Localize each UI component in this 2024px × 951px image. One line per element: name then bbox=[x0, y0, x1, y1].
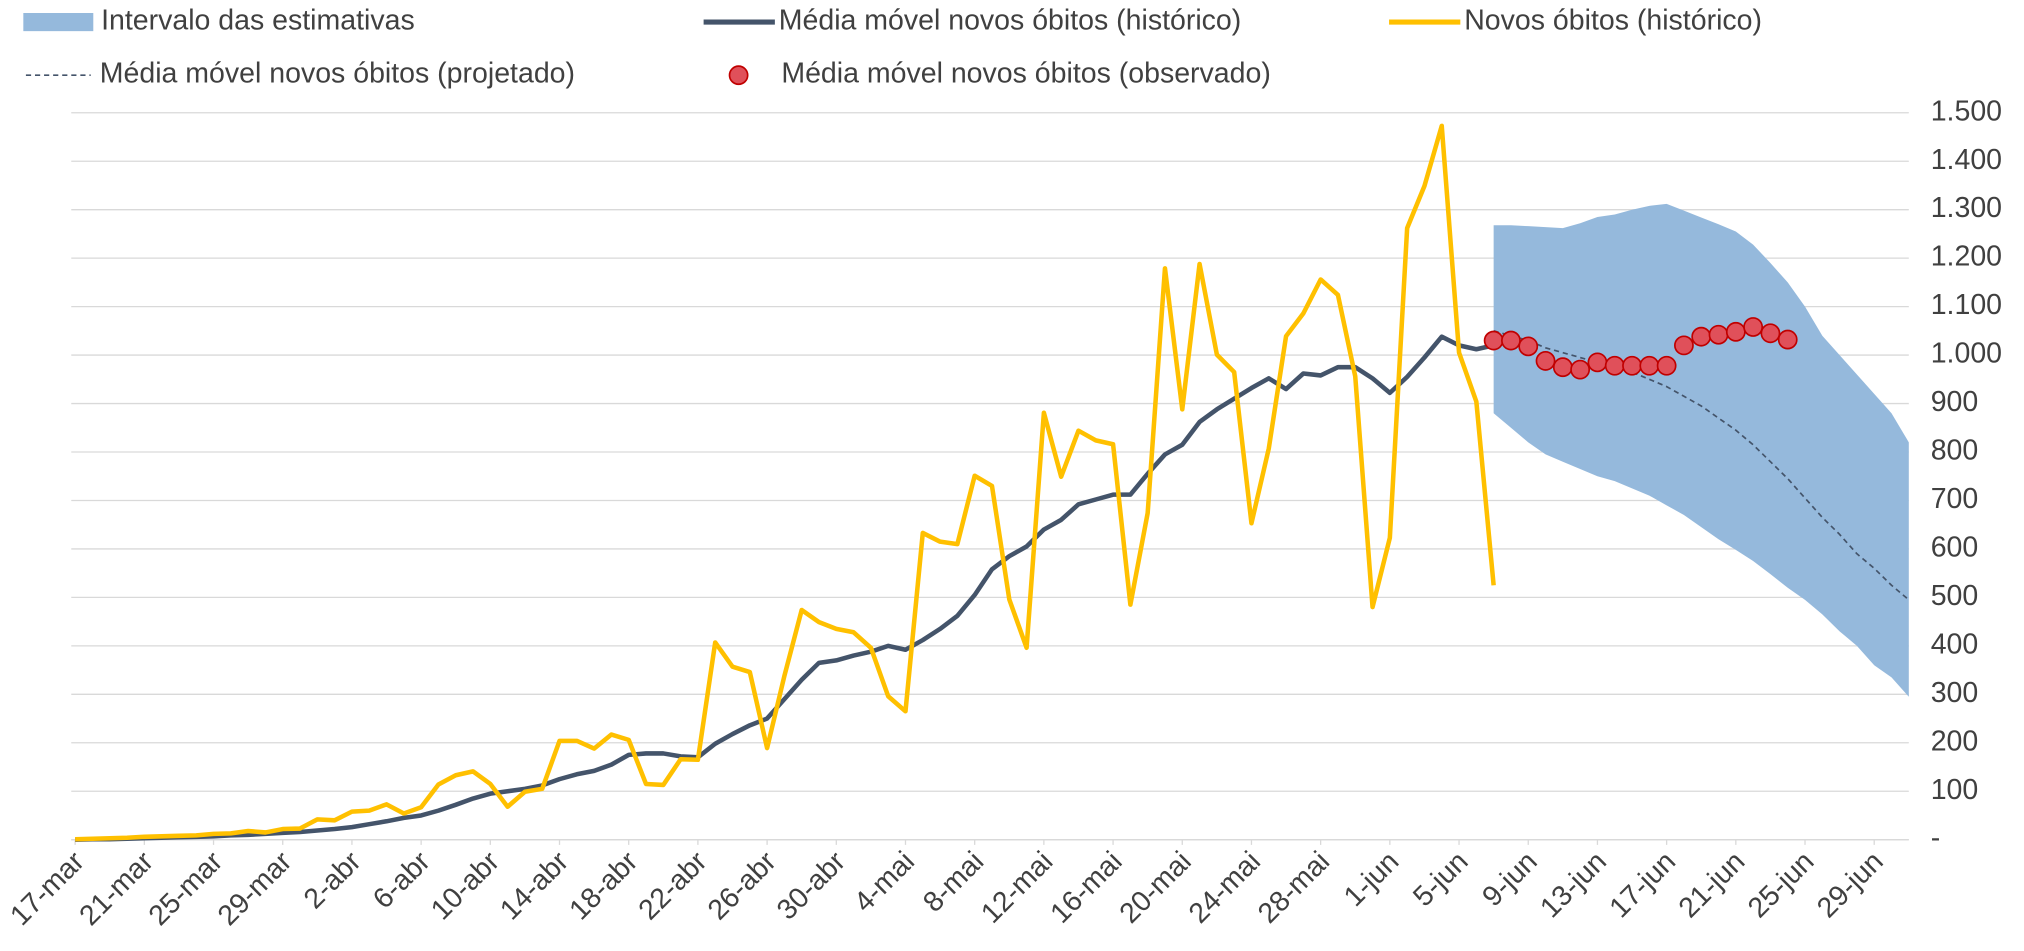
legend-swatch bbox=[23, 13, 94, 32]
x-tick-label: 17-mar bbox=[4, 845, 91, 932]
observed-point bbox=[1743, 317, 1764, 337]
y-tick-label: 500 bbox=[1931, 580, 1979, 612]
y-tick-label: 300 bbox=[1931, 677, 1979, 709]
observed-point bbox=[1483, 330, 1504, 351]
x-tick-label: 9-jun bbox=[1476, 845, 1543, 912]
observed-point bbox=[1552, 357, 1573, 378]
y-tick-label: 100 bbox=[1931, 774, 1979, 806]
y-tick-label: 900 bbox=[1931, 386, 1979, 418]
legend-label: Intervalo das estimativas bbox=[101, 5, 415, 37]
x-tick-label: 12-mai bbox=[975, 845, 1059, 929]
observed-point bbox=[1674, 335, 1694, 356]
x-tick-label: 24-mai bbox=[1183, 845, 1267, 929]
observed-point bbox=[1622, 355, 1642, 376]
legend-label: Média móvel novos óbitos (observado) bbox=[781, 58, 1271, 90]
x-tick-label: 26-abr bbox=[702, 845, 783, 926]
x-tick-label: 21-jun bbox=[1673, 845, 1752, 924]
legend-swatch bbox=[728, 65, 749, 86]
projection-line bbox=[1493, 330, 1910, 601]
x-tick-label: 22-abr bbox=[632, 845, 713, 926]
x-tick-label: 25-mar bbox=[143, 845, 230, 932]
x-tick-label: 4-mai bbox=[848, 845, 921, 918]
legend-label: Média móvel novos óbitos (projetado) bbox=[100, 58, 575, 90]
y-tick-label: 1.400 bbox=[1931, 144, 2002, 176]
x-tick-label: 5-jun bbox=[1407, 845, 1474, 912]
y-tick-label: 1.100 bbox=[1931, 289, 2002, 321]
x-tick-label: 21-mar bbox=[73, 845, 160, 932]
observed-point bbox=[1725, 321, 1746, 342]
observed-point bbox=[1535, 350, 1556, 371]
line bbox=[75, 334, 1495, 842]
y-tick-label: 200 bbox=[1931, 725, 1979, 757]
legend-label: Média móvel novos óbitos (histórico) bbox=[779, 5, 1242, 37]
x-tick-label: 29-mar bbox=[212, 845, 299, 932]
observed-point bbox=[1587, 352, 1608, 373]
y-tick-label: 1.200 bbox=[1931, 241, 2002, 273]
x-tick-label: 28-mai bbox=[1252, 845, 1336, 929]
x-tick-label: 16-mai bbox=[1044, 845, 1128, 929]
x-tick-label: 13-jun bbox=[1534, 845, 1613, 924]
x-tick-label: 25-jun bbox=[1742, 845, 1821, 924]
legend-label: Novos óbitos (histórico) bbox=[1464, 5, 1762, 37]
estimate-band bbox=[1493, 203, 1909, 697]
observed-point bbox=[1760, 323, 1781, 344]
y-tick-label: 1.000 bbox=[1931, 338, 2002, 370]
y-tick-label: 700 bbox=[1931, 483, 1979, 515]
observed-point bbox=[1708, 324, 1729, 345]
observed-point bbox=[1604, 355, 1625, 376]
observed-point bbox=[1518, 336, 1539, 357]
y-tick-label: 1.300 bbox=[1931, 192, 2002, 224]
x-tick-label: 10-abr bbox=[425, 845, 506, 926]
observed-point bbox=[1777, 329, 1798, 350]
y-tick-label: - bbox=[1931, 822, 1941, 854]
observed-point bbox=[1639, 355, 1660, 376]
observed-point bbox=[1501, 330, 1521, 351]
line bbox=[75, 123, 1496, 842]
x-tick-label: 30-abr bbox=[771, 845, 852, 926]
y-tick-label: 1.500 bbox=[1931, 95, 2002, 127]
x-tick-label: 29-jun bbox=[1811, 845, 1890, 924]
observed-point bbox=[1656, 355, 1677, 376]
observed-point bbox=[1570, 359, 1591, 380]
x-tick-label: 14-abr bbox=[494, 845, 575, 926]
x-tick-label: 2-abr bbox=[298, 845, 368, 915]
y-tick-label: 400 bbox=[1931, 628, 1979, 660]
x-tick-label: 1-jun bbox=[1338, 845, 1405, 912]
y-tick-label: 800 bbox=[1931, 435, 1979, 467]
observed-point bbox=[1691, 326, 1712, 347]
y-tick-label: 600 bbox=[1931, 531, 1979, 563]
x-tick-label: 17-jun bbox=[1603, 845, 1682, 924]
x-tick-label: 20-mai bbox=[1113, 845, 1197, 929]
x-tick-label: 18-abr bbox=[563, 845, 644, 926]
